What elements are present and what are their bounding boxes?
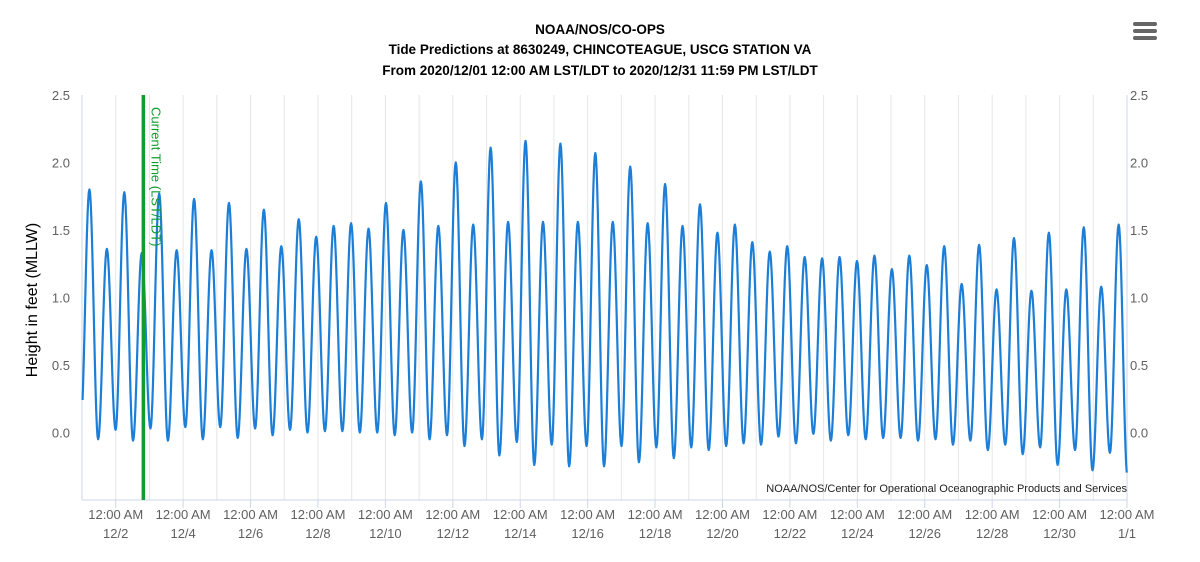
chart-date-range: From 2020/12/01 12:00 AM LST/LDT to 2020… <box>382 63 818 78</box>
x-tick-date: 12/14 <box>504 526 537 541</box>
x-tick-date: 12/4 <box>170 526 195 541</box>
y-tick-right: 2.5 <box>1130 88 1148 103</box>
y-tick-left: 2.0 <box>52 156 70 171</box>
y-tick-right: 1.0 <box>1130 291 1148 306</box>
hamburger-menu-icon-bar <box>1133 29 1157 33</box>
y-tick-left: 0.0 <box>52 426 70 441</box>
x-tick-date: 1/1 <box>1118 526 1136 541</box>
x-tick-time: 12:00 AM <box>628 507 683 522</box>
x-tick-time: 12:00 AM <box>695 507 750 522</box>
y-tick-left: 0.5 <box>52 358 70 373</box>
axes <box>81 95 1128 501</box>
x-tick-date: 12/24 <box>841 526 874 541</box>
x-tick-date: 12/12 <box>437 526 470 541</box>
x-tick-time: 12:00 AM <box>897 507 952 522</box>
hamburger-menu-icon <box>1133 22 1157 26</box>
x-tick-date: 12/30 <box>1043 526 1076 541</box>
x-tick-time: 12:00 AM <box>493 507 548 522</box>
y-tick-left: 1.5 <box>52 223 70 238</box>
y-axis-right-ticks: 2.5 2.0 1.5 1.0 0.5 0.0 <box>1130 88 1148 441</box>
y-tick-left: 2.5 <box>52 88 70 103</box>
current-time-label: Current Time (LST/LDT) <box>148 107 163 246</box>
x-tick-date: 12/2 <box>103 526 128 541</box>
hamburger-menu-icon-bar <box>1133 36 1157 40</box>
x-tick-time: 12:00 AM <box>560 507 615 522</box>
x-tick-date: 12/26 <box>908 526 941 541</box>
chart-subtitle: Tide Predictions at 8630249, CHINCOTEAGU… <box>389 42 812 57</box>
x-tick-date: 12/20 <box>706 526 739 541</box>
x-tick-time: 12:00 AM <box>156 507 211 522</box>
x-axis-ticks: 12:00 AM 12/2 12:00 AM 12/4 12:00 AM 12/6 12:0… <box>88 500 1154 541</box>
x-tick-time: 12:00 AM <box>88 507 143 522</box>
y-tick-right: 1.5 <box>1130 223 1148 238</box>
x-tick-time: 12:00 AM <box>290 507 345 522</box>
x-tick-date: 12/10 <box>369 526 402 541</box>
x-tick-date: 12/16 <box>571 526 604 541</box>
chart-credit: NOAA/NOS/Center for Operational Oceanogr… <box>766 483 1127 495</box>
x-tick-time: 12:00 AM <box>762 507 817 522</box>
x-tick-time: 12:00 AM <box>965 507 1020 522</box>
x-tick-time: 12:00 AM <box>1032 507 1087 522</box>
y-tick-right: 0.0 <box>1130 426 1148 441</box>
x-tick-date: 12/6 <box>238 526 263 541</box>
chart-title: NOAA/NOS/CO-OPS <box>535 22 665 37</box>
y-tick-right: 0.5 <box>1130 358 1148 373</box>
x-tick-time: 12:00 AM <box>358 507 413 522</box>
x-tick-date: 12/22 <box>774 526 807 541</box>
y-tick-left: 1.0 <box>52 291 70 306</box>
x-tick-time: 12:00 AM <box>830 507 885 522</box>
x-tick-time: 12:00 AM <box>425 507 480 522</box>
chart-menu-button[interactable] <box>1130 20 1160 46</box>
x-tick-date: 12/18 <box>639 526 672 541</box>
y-axis-label: Height in feet (MLLW) <box>24 223 41 377</box>
x-tick-date: 12/28 <box>976 526 1009 541</box>
y-axis-left-ticks: 2.5 2.0 1.5 1.0 0.5 0.0 <box>52 88 70 441</box>
y-tick-right: 2.0 <box>1130 156 1148 171</box>
tide-series-line <box>81 139 1128 473</box>
x-tick-time: 12:00 AM <box>223 507 278 522</box>
x-tick-date: 12/8 <box>305 526 330 541</box>
x-tick-time: 12:00 AM <box>1100 507 1155 522</box>
